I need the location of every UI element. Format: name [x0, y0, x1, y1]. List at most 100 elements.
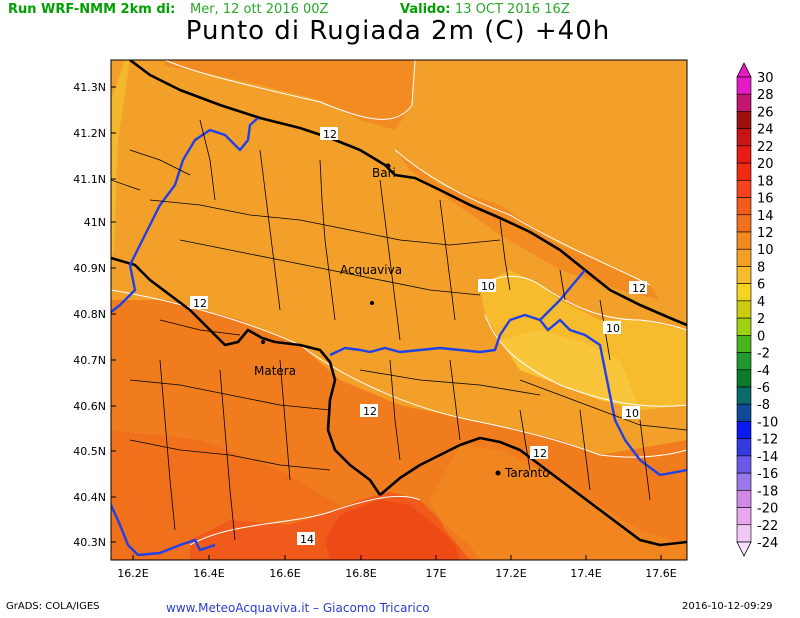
- colorbar-swatch: [736, 111, 752, 129]
- colorbar-label: -4: [757, 364, 770, 379]
- colorbar-top-arrow: [736, 62, 752, 78]
- lon-label: 17.2E: [495, 567, 526, 580]
- acquaviva-marker: [370, 301, 374, 305]
- run-label: Run WRF-NMM 2km di:: [8, 2, 176, 17]
- colorbar-label: -16: [757, 467, 778, 482]
- colorbar-label: 8: [757, 260, 765, 275]
- colorbar-label: 2: [757, 312, 765, 327]
- colorbar-swatch: [736, 438, 752, 457]
- taranto-marker: [495, 470, 501, 476]
- lat-label: 40.5N: [73, 445, 106, 458]
- place-acquaviva: Acquaviva: [340, 263, 402, 277]
- lat-label: 40.8N: [73, 308, 106, 321]
- lat-label: 41.2N: [73, 127, 106, 140]
- lat-label: 40.4N: [73, 491, 106, 504]
- colorbar-swatch: [736, 128, 752, 147]
- contour-label: 12: [320, 127, 338, 141]
- colorbar-label: 0: [757, 329, 765, 344]
- lon-label: 16.4E: [193, 567, 224, 580]
- place-labels: Bari Acquaviva Matera Taranto: [254, 163, 550, 480]
- colorbar-swatch: [736, 472, 752, 491]
- colorbar-label: -12: [757, 433, 778, 448]
- colorbar-swatch: [736, 162, 752, 181]
- colorbar-swatch: [736, 266, 752, 284]
- lat-label: 41.1N: [73, 173, 106, 186]
- colorbar-swatch: [736, 386, 752, 405]
- footer-grads: GrADS: COLA/IGES: [6, 601, 100, 612]
- colorbar-label: -2: [757, 347, 770, 362]
- valid-date: 13 OCT 2016 16Z: [455, 2, 570, 17]
- lon-axis: 16.2E 16.4E 16.6E 16.8E 17E 17.2E 17.4E …: [117, 567, 676, 580]
- colorbar-label: -10: [757, 415, 778, 430]
- lon-ticks: [132, 555, 662, 560]
- contour-label: 12: [629, 281, 647, 295]
- svg-text:10: 10: [625, 407, 639, 420]
- contour-label: 12: [360, 404, 378, 418]
- dewpoint-field: [111, 60, 687, 560]
- colorbar-swatch: [736, 490, 752, 508]
- colorbar-label: 22: [757, 140, 774, 155]
- contour-label: 14: [297, 532, 315, 546]
- contour-label: 10: [622, 406, 640, 420]
- lat-label: 41N: [84, 216, 106, 229]
- place-bari: Bari: [372, 166, 396, 180]
- colorbar-swatch: [736, 197, 752, 216]
- colorbar-label: 14: [757, 209, 774, 224]
- contour-label: 12: [190, 296, 208, 310]
- svg-text:12: 12: [533, 447, 547, 460]
- colorbar-label: -18: [757, 484, 778, 499]
- lon-label: 16.6E: [269, 567, 300, 580]
- lat-axis: 41.3N 41.2N 41.1N 41N 40.9N 40.8N 40.7N …: [73, 81, 106, 549]
- colorbar-swatch: [736, 93, 752, 112]
- colorbar-label: 12: [757, 226, 774, 241]
- place-matera: Matera: [254, 364, 296, 378]
- svg-text:10: 10: [606, 322, 620, 335]
- matera-marker: [261, 340, 265, 344]
- map-title: Punto di Rugiada 2m (C) +40h: [185, 16, 611, 46]
- colorbar-label: 28: [757, 88, 774, 103]
- colorbar-swatch: [736, 76, 752, 95]
- svg-text:12: 12: [363, 405, 377, 418]
- valid-label: Valido:: [400, 2, 451, 17]
- colorbar-swatch: [736, 214, 752, 233]
- colorbar-swatch: [736, 283, 752, 302]
- colorbar-swatch: [736, 231, 752, 250]
- colorbar-swatch: [736, 455, 752, 474]
- colorbar-swatch: [736, 335, 752, 353]
- lon-label: 16.8E: [345, 567, 376, 580]
- lat-ticks: [111, 86, 116, 543]
- colorbar-label: -22: [757, 519, 778, 534]
- colorbar-label: 30: [757, 71, 774, 86]
- colorbar-label: 4: [757, 295, 765, 310]
- colorbar-swatch: [736, 507, 752, 526]
- svg-text:12: 12: [632, 282, 646, 295]
- lon-label: 17.6E: [645, 567, 676, 580]
- lat-label: 40.3N: [73, 536, 106, 549]
- colorbar-swatch: [736, 248, 752, 267]
- colorbar-swatch: [736, 369, 752, 388]
- colorbar-label: 20: [757, 157, 774, 172]
- lon-label: 17E: [426, 567, 447, 580]
- colorbar-label: 26: [757, 105, 774, 120]
- colorbar-bottom-arrow: [736, 541, 752, 557]
- footer-timestamp: 2016-10-12-09:29: [682, 601, 773, 612]
- contour-labels: 12 12 12 10 12 10 10 12 12 14: [0, 0, 647, 546]
- run-date: Mer, 12 ott 2016 00Z: [190, 2, 329, 17]
- colorbar-swatch: [736, 421, 752, 439]
- colorbar-label: 24: [757, 123, 774, 138]
- map-frame: [110, 59, 688, 561]
- colorbar-label: -24: [757, 536, 778, 551]
- colorbar: 302826242220181614121086420-2-4-6-8-10-1…: [736, 62, 778, 557]
- colorbar-label: 18: [757, 174, 774, 189]
- svg-text:14: 14: [300, 533, 314, 546]
- colorbar-label: 6: [757, 278, 765, 293]
- lat-label: 41.3N: [73, 81, 106, 94]
- contour-label: 12: [0, 0, 14, 3]
- colorbar-swatch: [736, 145, 752, 164]
- contour-label: 12: [530, 446, 548, 460]
- lon-label: 17.4E: [570, 567, 601, 580]
- colorbar-swatch: [736, 352, 752, 371]
- colorbar-label: 10: [757, 243, 774, 258]
- svg-text:12: 12: [193, 297, 207, 310]
